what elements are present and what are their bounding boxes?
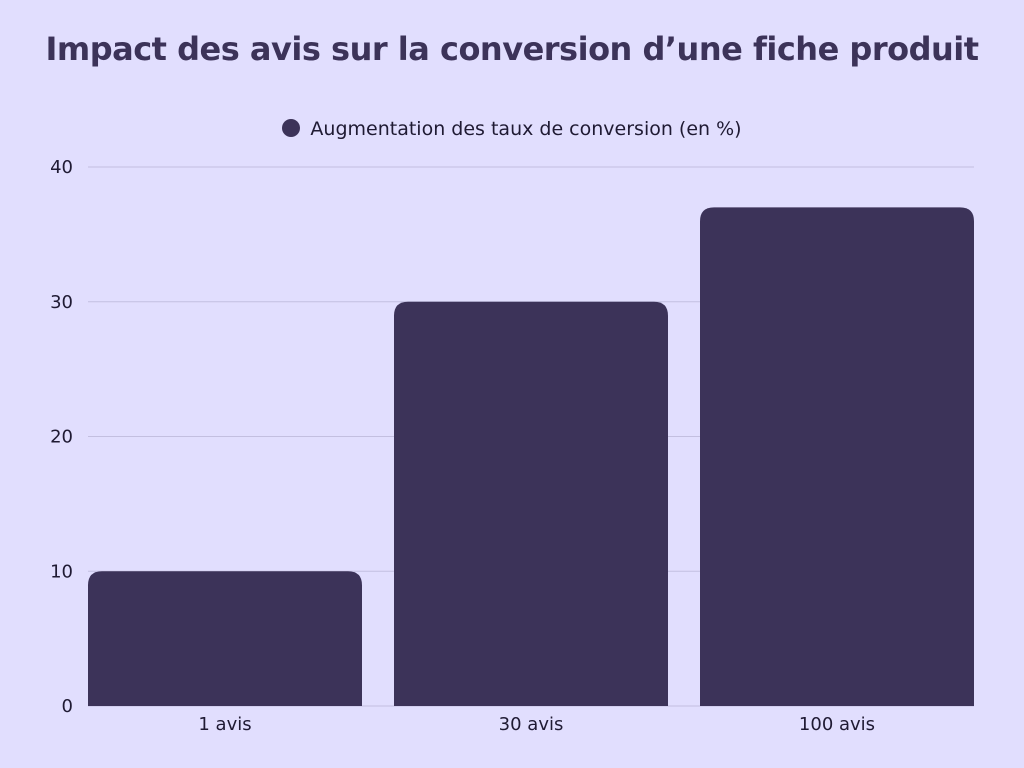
x-tick-label: 100 avis — [799, 714, 875, 735]
legend-swatch — [282, 119, 301, 137]
y-tick-label: 10 — [50, 561, 73, 582]
x-tick-label: 30 avis — [499, 714, 564, 735]
bar-30-avis — [394, 301, 668, 706]
bar-100-avis — [700, 207, 974, 707]
x-tick-label: 1 avis — [198, 714, 251, 735]
y-tick-label: 20 — [50, 427, 73, 448]
y-tick-label: 40 — [50, 157, 73, 178]
bars — [88, 207, 974, 707]
chart-title: Impact des avis sur la conversion d’une … — [45, 30, 979, 68]
x-axis-ticks: 1 avis 30 avis 100 avis — [198, 714, 875, 735]
chart-legend: Augmentation des taux de conversion (en … — [0, 118, 1024, 140]
bar-1-avis — [88, 571, 362, 706]
y-tick-label: 0 — [62, 696, 73, 717]
legend-label: Augmentation des taux de conversion (en … — [310, 118, 742, 140]
y-axis-ticks: 0 10 20 30 40 — [50, 157, 73, 717]
y-tick-label: 30 — [50, 292, 73, 313]
